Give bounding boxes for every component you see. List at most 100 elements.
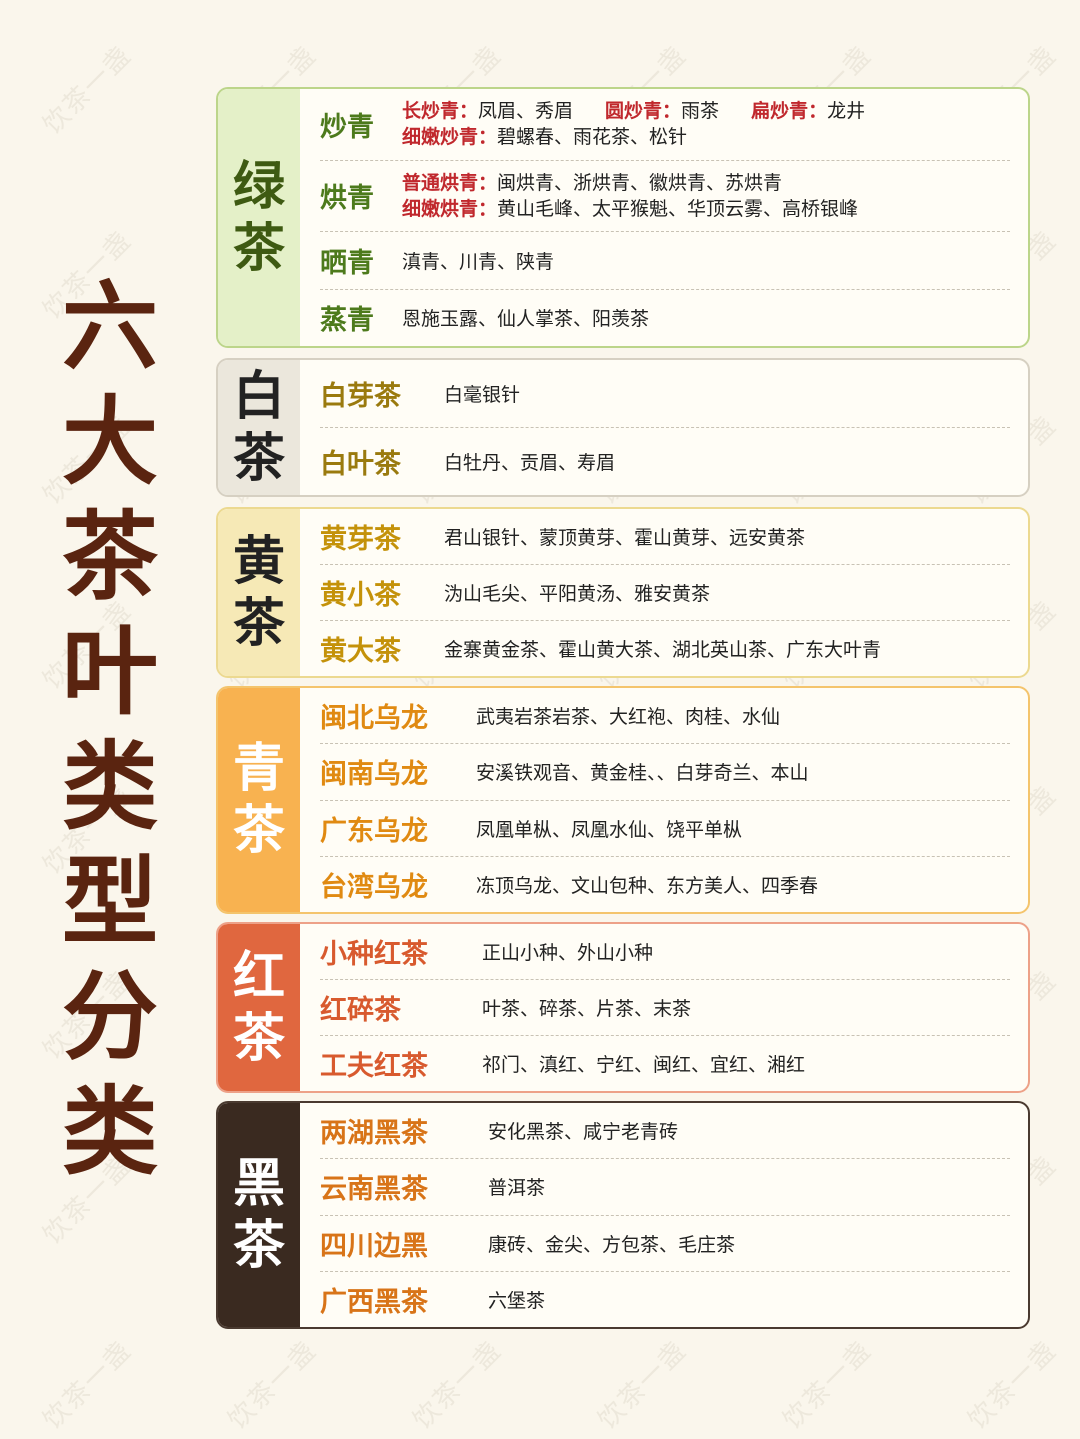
category-char: 红 [232, 946, 285, 1007]
watermark-text: 饮茶一盏 [37, 40, 138, 141]
tea-row: 广东乌龙 凤凰单枞、凤凰水仙、饶平单枞 [320, 801, 1010, 857]
tea-type-name: 台湾乌龙 [320, 871, 428, 903]
tea-items: 普洱茶 [488, 1177, 546, 1200]
tea-items: 康砖、金尖、方包茶、毛庄茶 [488, 1233, 736, 1256]
tea-row: 白叶茶 白牡丹、贡眉、寿眉 [320, 428, 1010, 495]
tea-type-name: 工夫红茶 [320, 1051, 428, 1082]
tea-row: 闽南乌龙 安溪铁观音、黄金桂、、白芽奇兰、本山 [320, 744, 1010, 801]
tea-type-name: 黄大茶 [320, 636, 401, 667]
tea-items: 君山银针、蒙顶黄芽、霍山黄芽、远安黄茶 [444, 527, 806, 549]
green-tea-card: 绿 茶 炒青 长炒青：凤眉、秀眉 圆炒青：雨茶 扁炒青：龙井 细嫩炒青：碧螺春、雨花… [216, 87, 1030, 348]
subtype-items: 龙井 [827, 100, 866, 123]
title-char: 茶 [62, 501, 158, 613]
tea-items: 六堡茶 [488, 1289, 546, 1312]
oolong-tea-card: 青 茶 闽北乌龙 武夷岩茶岩茶、大红袍、肉桂、水仙 闽南乌龙 安溪铁观音、黄金桂… [216, 686, 1030, 914]
tea-row: 广西黑茶 六堡茶 [320, 1272, 1010, 1327]
title-char: 六 [62, 271, 158, 383]
tea-row: 炒青 长炒青：凤眉、秀眉 圆炒青：雨茶 扁炒青：龙井 细嫩炒青：碧螺春、雨花茶、松针 [320, 89, 1010, 161]
tea-items: 叶茶、碎茶、片茶、末茶 [482, 998, 692, 1020]
category-char: 黄 [232, 531, 285, 592]
tea-type-name: 蒸青 [320, 305, 374, 337]
tea-row: 黄芽茶 君山银针、蒙顶黄芽、霍山黄芽、远安黄茶 [320, 509, 1010, 565]
title-char: 类 [62, 1076, 158, 1188]
tea-type-name: 白叶茶 [320, 449, 401, 480]
tea-row: 闽北乌龙 武夷岩茶岩茶、大红袍、肉桂、水仙 [320, 688, 1010, 745]
tea-row: 台湾乌龙 冻顶乌龙、文山包种、东方美人、四季春 [320, 857, 1010, 912]
tea-items: 正山小种、外山小种 [482, 942, 654, 964]
card-side-label: 白 茶 [218, 360, 300, 495]
watermark-text: 饮茶一盏 [407, 1335, 508, 1436]
tea-row: 烘青 普通烘青：闽烘青、浙烘青、徽烘青、苏烘青 细嫩烘青：黄山毛峰、太平猴魁、华… [320, 161, 1010, 233]
tea-items: 安化黑茶、咸宁老青砖 [488, 1121, 679, 1144]
title-char: 分 [62, 961, 158, 1073]
tea-type-name: 黄芽茶 [320, 524, 401, 555]
tea-row: 蒸青 恩施玉露、仙人掌茶、阳羡茶 [320, 290, 1010, 346]
subtype-label: 细嫩炒青： [402, 126, 498, 149]
subtype-items: 雨茶 [681, 100, 720, 123]
category-char: 茶 [232, 801, 285, 861]
tea-type-name: 红碎茶 [320, 995, 401, 1026]
watermark-text: 饮茶一盏 [37, 1335, 138, 1436]
tea-row: 红碎茶 叶茶、碎茶、片茶、末茶 [320, 980, 1010, 1036]
subtype-label: 细嫩烘青： [402, 197, 498, 220]
card-side-label: 红 茶 [218, 924, 300, 1091]
card-side-label: 绿 茶 [218, 89, 300, 346]
tea-items: 金寨黄金茶、霍山黄大茶、湖北英山茶、广东大叶青 [444, 639, 882, 661]
tea-row: 黄大茶 金寨黄金茶、霍山黄大茶、湖北英山茶、广东大叶青 [320, 621, 1010, 676]
card-side-label: 黑 茶 [218, 1103, 300, 1327]
category-char: 青 [232, 739, 285, 799]
tea-row: 小种红茶 正山小种、外山小种 [320, 924, 1010, 980]
tea-items: 沩山毛尖、平阳黄汤、雅安黄茶 [444, 583, 711, 605]
subtype-label: 普通烘青： [402, 171, 498, 194]
tea-type-name: 晒青 [320, 247, 374, 279]
subtype-label: 圆炒青： [605, 100, 682, 123]
subtype-items: 碧螺春、雨花茶、松针 [497, 126, 688, 149]
tea-items: 凤凰单枞、凤凰水仙、饶平单枞 [476, 818, 743, 841]
category-char: 茶 [232, 218, 285, 279]
tea-type-name: 闽南乌龙 [320, 759, 428, 791]
subtype-items: 闽烘青、浙烘青、徽烘青、苏烘青 [497, 171, 783, 194]
tea-type-name: 广东乌龙 [320, 815, 428, 847]
tea-type-name: 闽北乌龙 [320, 703, 428, 735]
tea-type-name: 炒青 [320, 111, 374, 143]
page-title: 六 大 茶 叶 类 型 分 类 [55, 270, 165, 1190]
tea-row: 两湖黑茶 安化黑茶、咸宁老青砖 [320, 1103, 1010, 1160]
white-tea-card: 白 茶 白芽茶 白毫银针 白叶茶 白牡丹、贡眉、寿眉 [216, 358, 1030, 497]
tea-items: 恩施玉露、仙人掌茶、阳羡茶 [402, 308, 650, 331]
tea-row: 云南黑茶 普洱茶 [320, 1159, 1010, 1216]
category-char: 茶 [232, 1216, 285, 1276]
subtype-label: 长炒青： [402, 100, 479, 123]
category-char: 黑 [232, 1154, 285, 1214]
tea-type-name: 白芽茶 [320, 381, 401, 412]
yellow-tea-card: 黄 茶 黄芽茶 君山银针、蒙顶黄芽、霍山黄芽、远安黄茶 黄小茶 沩山毛尖、平阳黄… [216, 507, 1030, 678]
subtype-items: 黄山毛峰、太平猴魁、华顶云雾、高桥银峰 [497, 197, 859, 220]
category-char: 白 [232, 366, 285, 427]
category-char: 茶 [232, 593, 285, 654]
red-tea-card: 红 茶 小种红茶 正山小种、外山小种 红碎茶 叶茶、碎茶、片茶、末茶 工夫红茶 … [216, 922, 1030, 1093]
tea-type-name: 小种红茶 [320, 939, 428, 970]
card-side-label: 青 茶 [218, 688, 300, 912]
tea-type-name: 两湖黑茶 [320, 1118, 428, 1150]
subtype-items: 凤眉、秀眉 [478, 100, 574, 123]
title-char: 类 [62, 731, 158, 843]
tea-row: 白芽茶 白毫银针 [320, 360, 1010, 428]
tea-items: 滇青、川青、陕青 [402, 250, 555, 273]
category-char: 茶 [232, 1008, 285, 1069]
watermark-text: 饮茶一盏 [222, 1335, 323, 1436]
tea-items: 祁门、滇红、宁红、闽红、宜红、湘红 [482, 1054, 806, 1076]
tea-items: 白毫银针 [444, 384, 521, 406]
tea-type-name: 烘青 [320, 183, 374, 215]
watermark-text: 饮茶一盏 [592, 1335, 693, 1436]
tea-items: 武夷岩茶岩茶、大红袍、肉桂、水仙 [476, 706, 781, 729]
tea-type-name: 云南黑茶 [320, 1174, 428, 1206]
tea-items: 安溪铁观音、黄金桂、、白芽奇兰、本山 [476, 762, 809, 785]
watermark-text: 饮茶一盏 [962, 1335, 1063, 1436]
title-char: 叶 [62, 616, 158, 728]
tea-type-name: 黄小茶 [320, 580, 401, 611]
tea-row: 晒青 滇青、川青、陕青 [320, 232, 1010, 290]
dark-tea-card: 黑 茶 两湖黑茶 安化黑茶、咸宁老青砖 云南黑茶 普洱茶 四川边黑 康砖、金尖、… [216, 1101, 1030, 1329]
tea-row: 四川边黑 康砖、金尖、方包茶、毛庄茶 [320, 1216, 1010, 1272]
subtype-label: 扁炒青： [751, 100, 828, 123]
card-side-label: 黄 茶 [218, 509, 300, 676]
tea-row: 工夫红茶 祁门、滇红、宁红、闽红、宜红、湘红 [320, 1036, 1010, 1091]
